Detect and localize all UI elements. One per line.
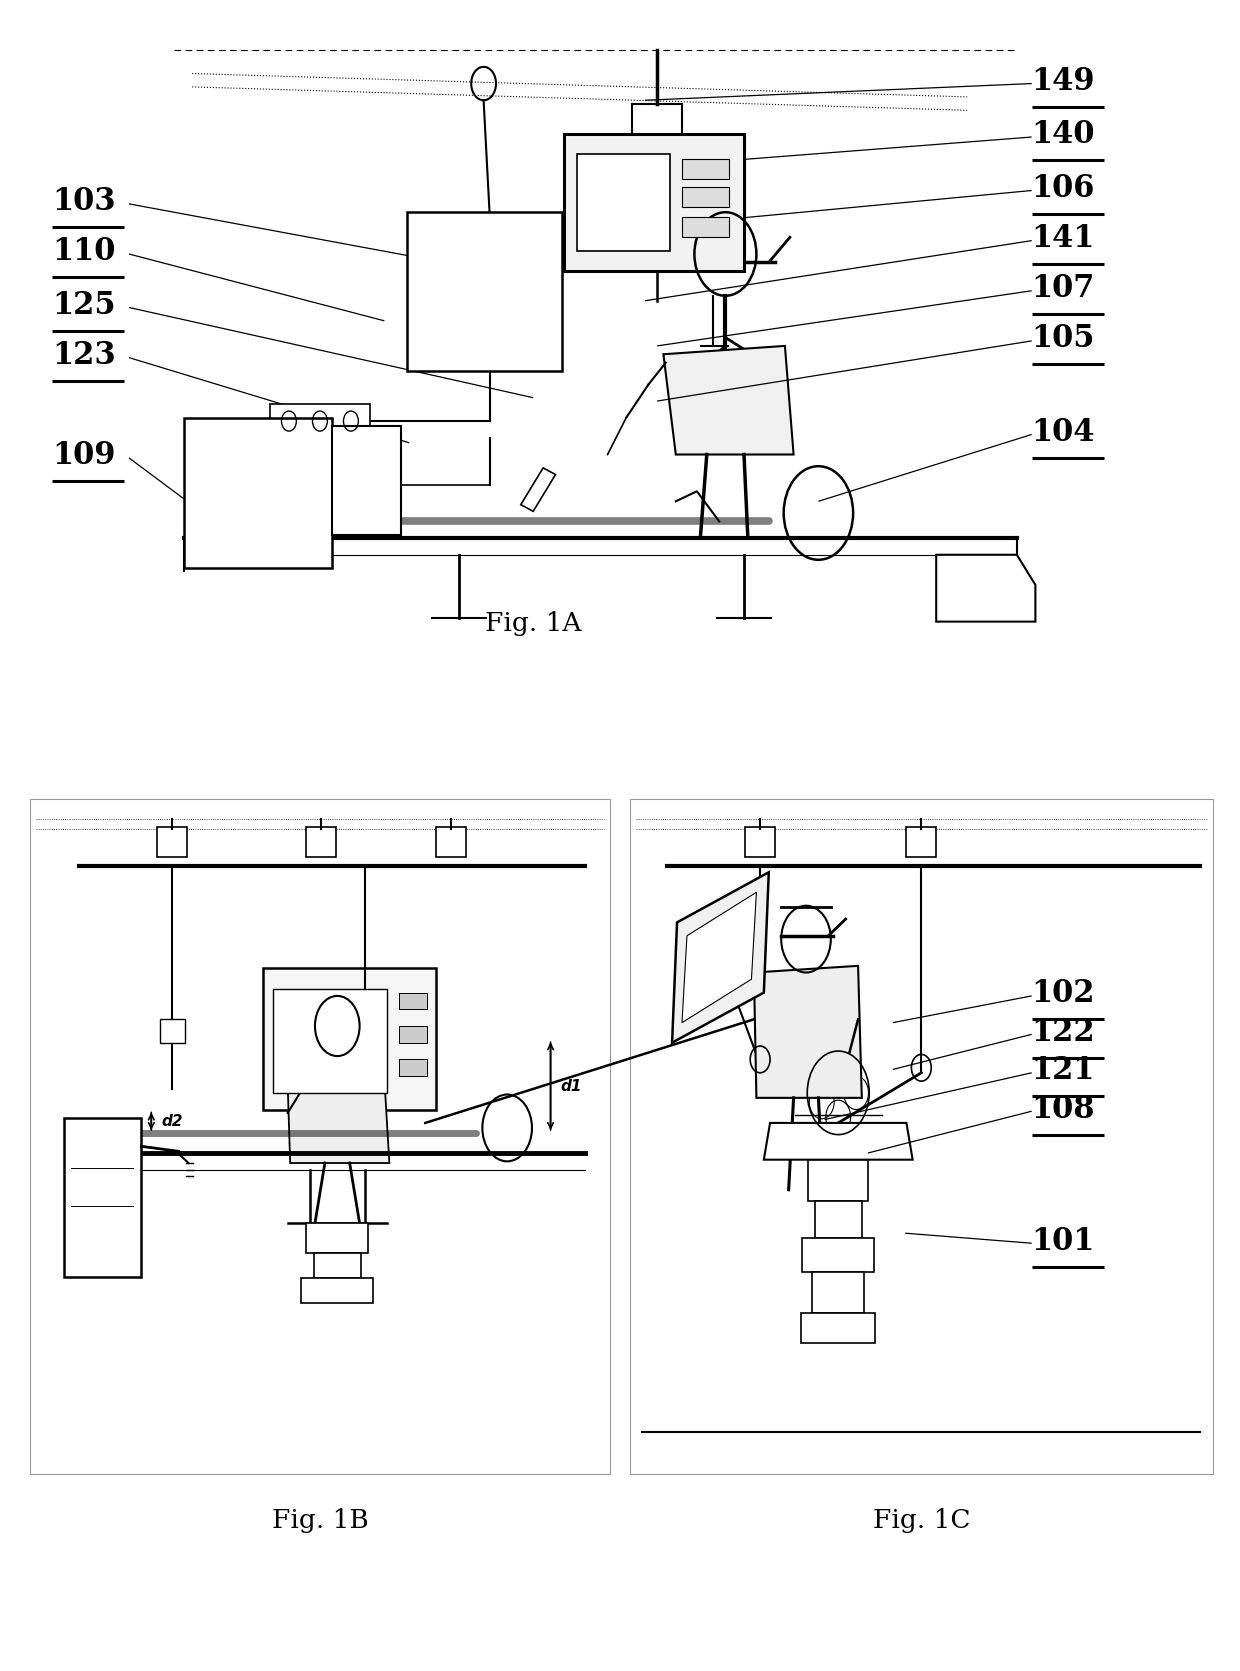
Text: 110: 110: [52, 236, 115, 267]
FancyBboxPatch shape: [682, 187, 729, 207]
FancyBboxPatch shape: [332, 426, 401, 535]
FancyBboxPatch shape: [270, 404, 370, 438]
FancyBboxPatch shape: [407, 212, 562, 371]
Polygon shape: [936, 555, 1035, 622]
FancyBboxPatch shape: [745, 827, 775, 857]
Polygon shape: [754, 966, 862, 1098]
FancyBboxPatch shape: [399, 993, 427, 1009]
Text: 107: 107: [1032, 272, 1095, 304]
Text: 109: 109: [52, 439, 115, 471]
Polygon shape: [682, 892, 756, 1023]
Polygon shape: [521, 468, 556, 511]
Text: Fig. 1B: Fig. 1B: [272, 1509, 368, 1532]
FancyBboxPatch shape: [314, 1253, 361, 1278]
FancyBboxPatch shape: [802, 1238, 874, 1272]
FancyBboxPatch shape: [184, 418, 332, 568]
Polygon shape: [288, 1079, 389, 1163]
Text: Fig. 1A: Fig. 1A: [485, 612, 582, 635]
FancyBboxPatch shape: [301, 1278, 373, 1303]
Text: 105: 105: [1032, 323, 1095, 354]
FancyBboxPatch shape: [812, 1272, 864, 1313]
Text: Fig. 1C: Fig. 1C: [873, 1509, 970, 1532]
FancyBboxPatch shape: [630, 799, 1213, 1474]
FancyBboxPatch shape: [682, 217, 729, 237]
Text: 122: 122: [1032, 1016, 1095, 1048]
Text: 103: 103: [52, 185, 115, 217]
Text: 141: 141: [1032, 222, 1095, 254]
Polygon shape: [663, 346, 794, 455]
FancyBboxPatch shape: [564, 134, 744, 271]
Text: 140: 140: [1032, 119, 1095, 150]
FancyBboxPatch shape: [577, 154, 670, 251]
Text: 149: 149: [1032, 65, 1095, 97]
FancyBboxPatch shape: [682, 159, 729, 179]
FancyBboxPatch shape: [801, 1313, 875, 1343]
FancyBboxPatch shape: [436, 827, 466, 857]
Text: d2: d2: [161, 1115, 182, 1128]
Text: 106: 106: [1032, 172, 1095, 204]
FancyBboxPatch shape: [815, 1201, 862, 1238]
Text: 125: 125: [52, 289, 115, 321]
Text: d1: d1: [560, 1079, 582, 1093]
FancyBboxPatch shape: [306, 827, 336, 857]
FancyBboxPatch shape: [160, 1019, 185, 1043]
Polygon shape: [672, 872, 769, 1043]
Text: 102: 102: [1032, 978, 1095, 1009]
FancyBboxPatch shape: [306, 1223, 368, 1253]
Text: 104: 104: [1032, 416, 1095, 448]
FancyBboxPatch shape: [352, 1053, 377, 1076]
Text: 108: 108: [1032, 1093, 1095, 1125]
Polygon shape: [764, 1123, 913, 1160]
FancyBboxPatch shape: [157, 827, 187, 857]
FancyBboxPatch shape: [64, 1118, 141, 1277]
FancyBboxPatch shape: [263, 968, 436, 1110]
FancyBboxPatch shape: [399, 1026, 427, 1043]
FancyBboxPatch shape: [273, 989, 387, 1093]
Text: 123: 123: [52, 339, 115, 371]
FancyBboxPatch shape: [30, 799, 610, 1474]
FancyBboxPatch shape: [808, 1160, 868, 1201]
Text: 101: 101: [1032, 1225, 1095, 1257]
FancyBboxPatch shape: [906, 827, 936, 857]
FancyBboxPatch shape: [399, 1059, 427, 1076]
Text: 121: 121: [1032, 1054, 1095, 1086]
